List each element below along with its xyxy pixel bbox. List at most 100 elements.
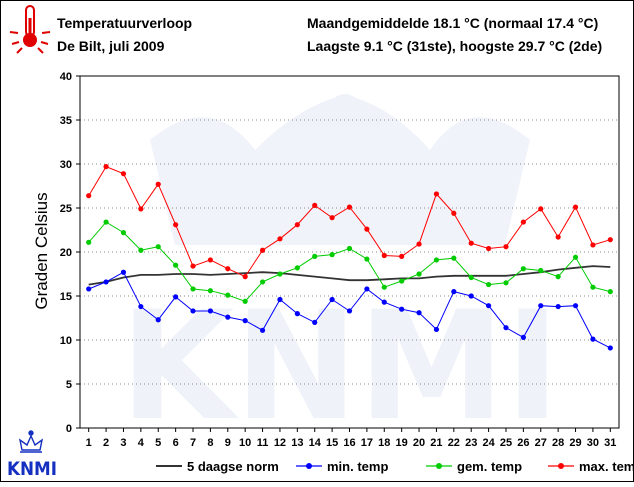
header-subtitle-left: De Bilt, juli 2009 xyxy=(57,38,165,54)
legend-label-0: 5 daagse norm xyxy=(187,459,279,474)
y-tick-label-30: 30 xyxy=(60,159,72,171)
x-tick-label-30: 30 xyxy=(587,437,599,449)
point-3-21 xyxy=(433,191,440,197)
y-tick-label-10: 10 xyxy=(60,335,72,347)
point-2-3 xyxy=(120,230,127,236)
point-2-6 xyxy=(173,262,179,268)
x-tick-label-10: 10 xyxy=(239,437,251,449)
x-tick-label-23: 23 xyxy=(465,437,477,449)
point-2-20 xyxy=(416,271,422,277)
point-1-26 xyxy=(520,334,526,340)
series-0 xyxy=(88,265,611,286)
point-3-24 xyxy=(485,245,492,252)
legend-label-3: max. temp xyxy=(579,459,634,474)
point-2-5 xyxy=(155,244,161,250)
point-2-30 xyxy=(590,284,596,290)
x-tick-label-16: 16 xyxy=(343,437,355,449)
point-2-31 xyxy=(607,289,613,295)
header-title-left: Temperatuurverloop xyxy=(57,15,193,31)
point-3-7 xyxy=(190,263,196,269)
point-1-25 xyxy=(503,325,509,331)
y-tick-label-5: 5 xyxy=(66,379,72,391)
x-tick-label-29: 29 xyxy=(569,437,581,449)
point-3-28 xyxy=(555,234,561,240)
point-3-23 xyxy=(468,240,474,246)
series-2 xyxy=(86,219,613,304)
x-tick-label-19: 19 xyxy=(396,437,408,449)
point-1-18 xyxy=(381,299,387,305)
point-1-3 xyxy=(120,269,127,275)
x-tick-label-26: 26 xyxy=(517,437,529,449)
point-2-4 xyxy=(138,247,144,253)
legend-label-2: gem. temp xyxy=(457,459,522,474)
point-3-4 xyxy=(138,206,144,212)
legend-marker-2 xyxy=(436,463,442,469)
point-1-1 xyxy=(86,286,92,292)
series-group xyxy=(86,164,613,351)
point-2-13 xyxy=(294,265,300,271)
point-1-20 xyxy=(416,310,422,316)
point-3-29 xyxy=(572,204,579,210)
point-1-29 xyxy=(572,303,579,309)
x-tick-label-6: 6 xyxy=(173,437,179,449)
point-2-22 xyxy=(451,255,457,261)
x-tick-label-31: 31 xyxy=(604,437,616,449)
point-3-6 xyxy=(173,222,179,228)
point-2-27 xyxy=(538,267,544,274)
point-2-28 xyxy=(555,274,561,280)
point-3-22 xyxy=(451,210,457,216)
knmi-logo: KNMI xyxy=(7,430,57,480)
point-1-5 xyxy=(155,317,161,323)
point-3-27 xyxy=(538,206,544,212)
point-1-9 xyxy=(225,314,231,320)
point-3-19 xyxy=(399,253,405,259)
point-2-11 xyxy=(259,279,266,285)
point-3-11 xyxy=(259,247,266,253)
point-2-23 xyxy=(468,274,474,281)
point-2-16 xyxy=(346,245,353,252)
point-3-14 xyxy=(312,202,318,208)
point-1-19 xyxy=(399,306,405,312)
legend-label-1: min. temp xyxy=(327,459,388,474)
x-tick-label-12: 12 xyxy=(274,437,286,449)
point-2-24 xyxy=(485,281,492,288)
point-2-10 xyxy=(242,298,248,304)
x-tick-label-7: 7 xyxy=(190,437,196,449)
point-3-5 xyxy=(155,181,161,187)
point-1-23 xyxy=(468,293,474,299)
watermark-crown-orb xyxy=(329,94,361,126)
point-2-25 xyxy=(503,280,509,286)
point-2-7 xyxy=(190,286,196,292)
x-tick-label-14: 14 xyxy=(309,437,322,449)
x-tick-label-25: 25 xyxy=(500,437,512,449)
point-2-18 xyxy=(381,284,387,290)
y-tick-label-35: 35 xyxy=(60,115,72,127)
point-2-2 xyxy=(103,219,109,225)
point-3-2 xyxy=(103,164,109,170)
point-3-26 xyxy=(520,219,526,225)
point-1-12 xyxy=(277,296,283,303)
point-2-9 xyxy=(225,292,231,298)
x-tick-label-17: 17 xyxy=(361,437,373,449)
point-3-10 xyxy=(242,274,248,280)
x-tick-label-9: 9 xyxy=(225,437,231,449)
y-tick-label-25: 25 xyxy=(60,203,72,215)
x-tick-labels: 1 2 3 4 5 6 7 8 9 10 11 12 13 14 15 16 17 18 19 20 21 22 23 24 2… xyxy=(86,428,616,449)
point-1-16 xyxy=(346,308,353,314)
y-tick-label-40: 40 xyxy=(60,71,72,83)
point-3-3 xyxy=(120,171,127,177)
x-tick-label-22: 22 xyxy=(448,437,460,449)
x-tick-label-8: 8 xyxy=(207,437,213,449)
x-tick-label-1: 1 xyxy=(86,437,92,449)
point-2-17 xyxy=(364,256,370,262)
y-tick-label-0: 0 xyxy=(66,423,72,435)
point-2-19 xyxy=(399,278,405,284)
point-3-31 xyxy=(607,237,613,243)
thermometer-icon xyxy=(9,5,51,54)
series-1 xyxy=(86,269,613,351)
point-3-15 xyxy=(329,215,335,221)
point-2-1 xyxy=(86,239,92,245)
x-tick-label-5: 5 xyxy=(155,437,161,449)
point-1-22 xyxy=(451,289,457,295)
crown-icon xyxy=(18,430,44,453)
